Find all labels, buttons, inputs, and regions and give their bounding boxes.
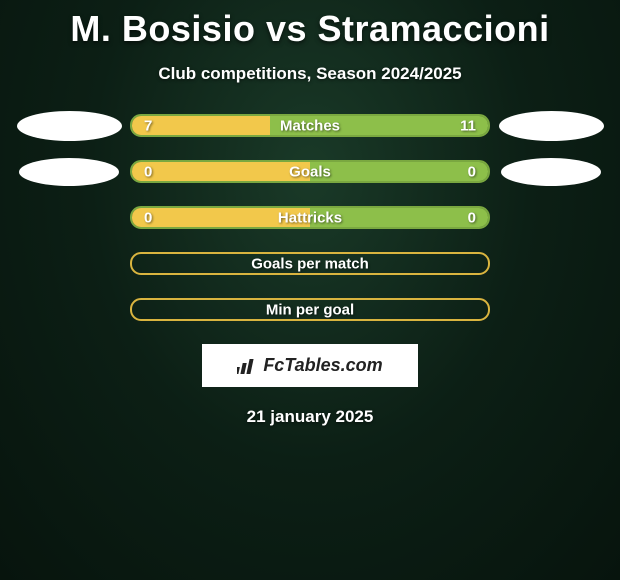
stat-value-left: 0 <box>144 163 152 180</box>
brand-badge[interactable]: FcTables.com <box>202 344 418 387</box>
stat-bar: 0 0 Hattricks <box>130 206 490 229</box>
stat-row: Min per goal <box>8 298 612 321</box>
stat-label: Min per goal <box>266 301 354 318</box>
stat-row: Goals per match <box>8 252 612 275</box>
brand-logo: FcTables.com <box>237 355 382 376</box>
left-avatar-slot <box>8 111 130 141</box>
stat-bar: Min per goal <box>130 298 490 321</box>
subtitle: Club competitions, Season 2024/2025 <box>0 64 620 84</box>
stat-value-right: 0 <box>468 163 476 180</box>
player-avatar-left <box>19 158 119 186</box>
right-avatar-slot <box>490 111 612 141</box>
stat-label: Goals per match <box>251 255 369 272</box>
stat-value-right: 0 <box>468 209 476 226</box>
left-avatar-slot <box>8 158 130 186</box>
stat-value-left: 7 <box>144 117 152 134</box>
date-label: 21 january 2025 <box>0 407 620 427</box>
stat-label: Hattricks <box>278 209 342 226</box>
page-title: M. Bosisio vs Stramaccioni <box>0 0 620 50</box>
stat-label: Goals <box>289 163 331 180</box>
bar-fill-left <box>132 162 310 181</box>
stat-value-right: 11 <box>460 117 476 134</box>
bar-fill-right <box>310 162 488 181</box>
stat-bar: 0 0 Goals <box>130 160 490 183</box>
stat-row: 7 11 Matches <box>8 114 612 137</box>
right-avatar-slot <box>490 158 612 186</box>
stat-value-left: 0 <box>144 209 152 226</box>
comparison-table: 7 11 Matches 0 0 Goals 0 0 Hattricks Goals per ma… <box>0 114 620 321</box>
brand-text: FcTables.com <box>263 355 382 376</box>
stat-row: 0 0 Goals <box>8 160 612 183</box>
bar-fill-left <box>132 116 270 135</box>
player-avatar-right <box>501 158 601 186</box>
bars-icon <box>237 357 259 375</box>
stat-bar: 7 11 Matches <box>130 114 490 137</box>
player-avatar-left <box>17 111 122 141</box>
stat-bar: Goals per match <box>130 252 490 275</box>
stat-row: 0 0 Hattricks <box>8 206 612 229</box>
stat-label: Matches <box>280 117 340 134</box>
player-avatar-right <box>499 111 604 141</box>
